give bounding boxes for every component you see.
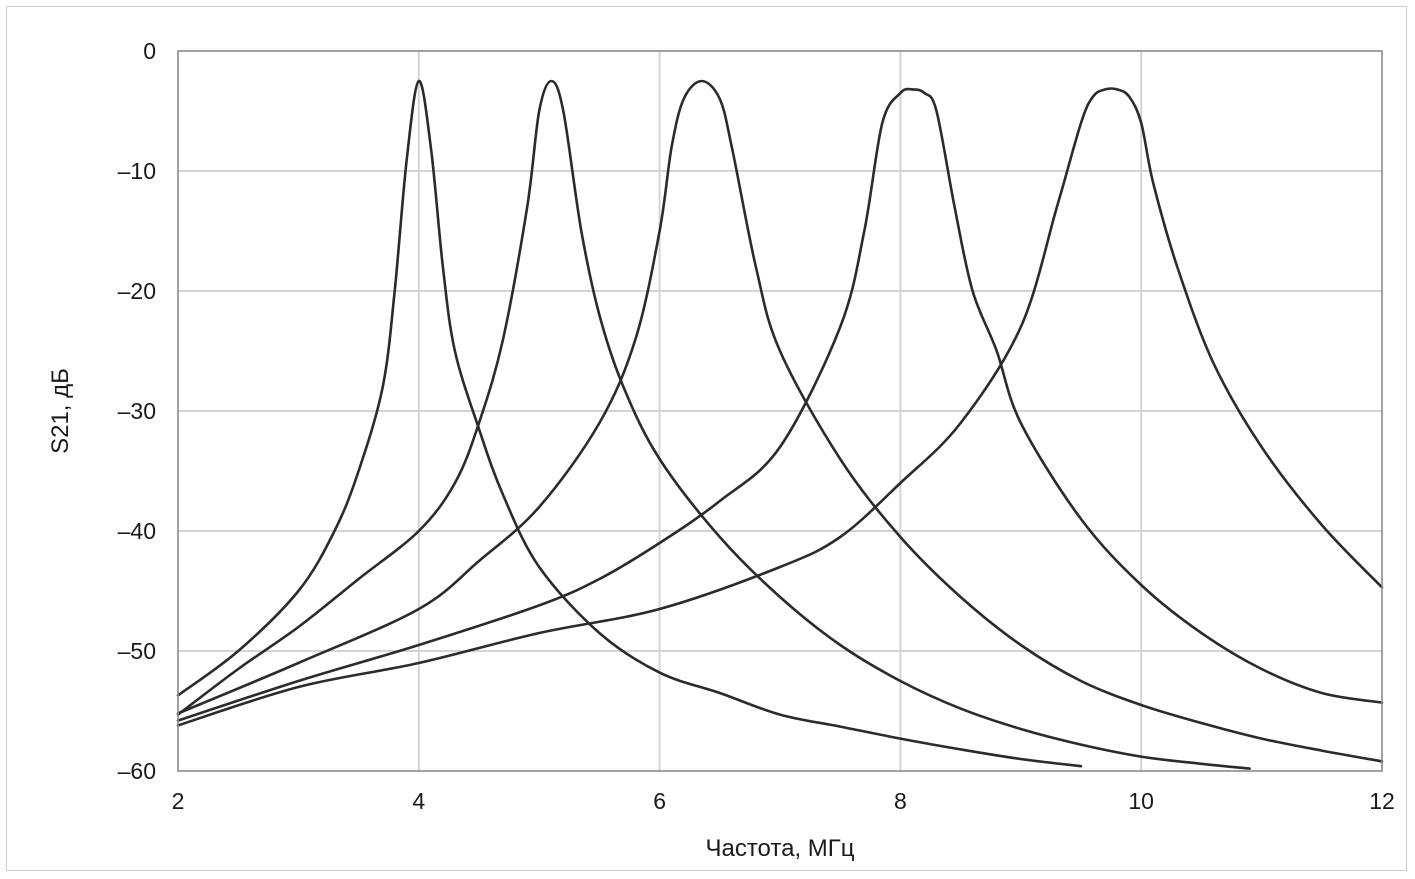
x-tick-label: 8 [894, 788, 907, 814]
series-lines [176, 79, 1384, 770]
series-line-4 [176, 87, 1384, 722]
series-line-2 [176, 79, 1251, 770]
chart-frame [6, 6, 1407, 871]
x-tick-label: 4 [412, 788, 425, 814]
x-tick-label: 6 [653, 788, 666, 814]
y-tick-labels: 0 –10 –20 –30 –40 –50 –60 [118, 38, 156, 784]
y-tick-label: –20 [118, 278, 156, 304]
x-tick-label: 10 [1128, 788, 1154, 814]
y-tick-label: –50 [118, 638, 156, 664]
y-gridlines [178, 170, 1382, 652]
series-line-1 [176, 79, 1083, 768]
x-tick-label: 2 [172, 788, 185, 814]
y-tick-label: –30 [118, 398, 156, 424]
y-tick-label: 0 [143, 38, 156, 64]
x-tick-labels: 2 4 6 8 10 12 [172, 788, 1395, 814]
y-axis-label: S21, дБ [47, 368, 74, 454]
x-tick-label: 12 [1369, 788, 1395, 814]
plot-area-border [177, 50, 1383, 772]
x-axis-label: Частота, МГц [705, 835, 854, 862]
series-line-5 [176, 87, 1384, 727]
y-tick-label: –10 [118, 158, 156, 184]
y-tick-label: –40 [118, 518, 156, 544]
y-tick-label: –60 [118, 758, 156, 784]
series-line-3 [176, 79, 1384, 763]
